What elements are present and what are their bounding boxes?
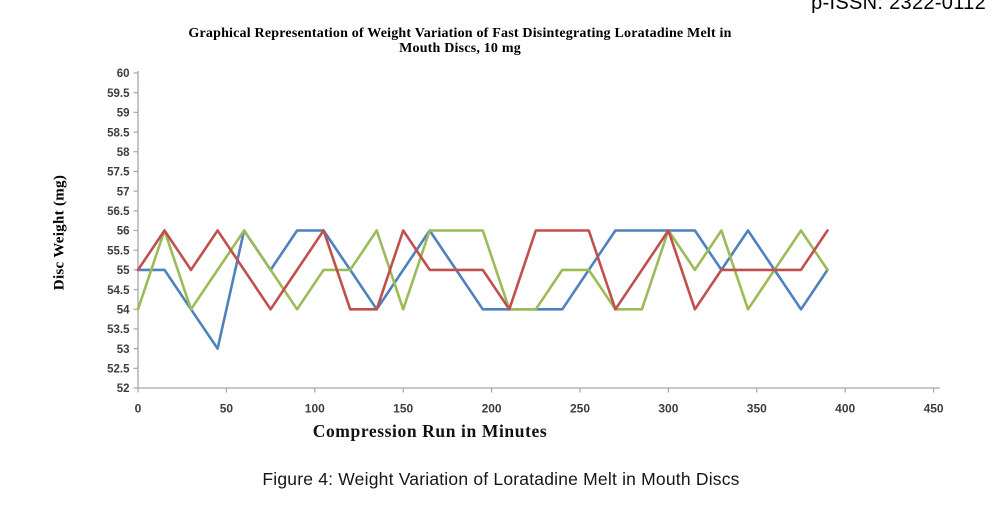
y-tick-label: 58: [117, 147, 130, 159]
x-tick-label: 200: [482, 402, 502, 416]
y-tick-label: 52.5: [107, 364, 130, 376]
x-tick-label: 250: [570, 402, 590, 416]
x-tick-label: 300: [658, 402, 678, 416]
chart-title: Graphical Representation of Weight Varia…: [60, 26, 860, 56]
x-tick-label: 350: [747, 402, 767, 416]
y-tick-label: 57: [117, 186, 130, 198]
y-tick-label: 55.5: [107, 245, 130, 257]
series-line-red: [136, 229, 829, 311]
line-chart: 52 52.5 53 53.5 54 54.5 55 55.5 56 56.5 57 57.5 58 58…: [107, 68, 944, 416]
y-tick-label: 59.5: [107, 88, 130, 100]
journal-issn-text: p-ISSN: 2322-0112: [811, 0, 986, 14]
y-tick-label: 60: [117, 68, 130, 80]
series-line-green: [136, 229, 829, 311]
x-tick-label: 50: [220, 402, 234, 416]
y-tick-label: 54: [117, 304, 130, 316]
y-tick-label: 52: [117, 383, 130, 395]
y-tick-label: 57.5: [107, 167, 130, 179]
x-tick-label: 450: [924, 402, 944, 416]
chart-title-line-2: Mouth Discs, 10 mg: [399, 41, 521, 56]
x-tick-label: 150: [393, 402, 413, 416]
chart-title-line-1: Graphical Representation of Weight Varia…: [188, 26, 732, 41]
y-axis-title: Disc Weight (mg): [51, 174, 68, 291]
y-tick-label: 58.5: [107, 127, 130, 139]
y-tick-label: 53.5: [107, 324, 130, 336]
x-tick-label: 400: [835, 402, 855, 416]
y-tick-label: 54.5: [107, 285, 130, 297]
x-axis-title: Compression Run in Minutes: [312, 421, 548, 441]
y-tick-label: 53: [117, 344, 130, 356]
y-tick-label: 56.5: [107, 206, 130, 218]
figure-caption: Figure 4: Weight Variation of Loratadine…: [262, 469, 740, 489]
y-tick-label: 59: [117, 108, 130, 120]
y-tick-label: 56: [117, 226, 130, 238]
x-tick-label: 100: [305, 402, 325, 416]
x-tick-label: 0: [135, 402, 142, 416]
y-tick-label: 55: [117, 265, 130, 277]
series-line-blue: [136, 229, 829, 350]
